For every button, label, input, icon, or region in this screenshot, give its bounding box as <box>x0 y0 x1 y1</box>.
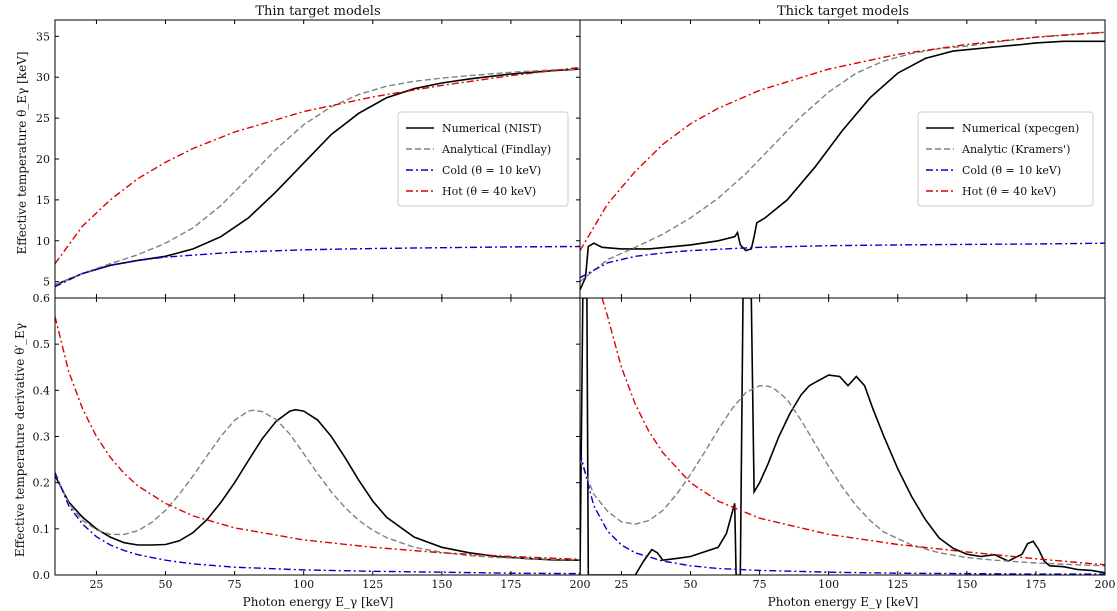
x-tick-label: 125 <box>362 578 383 591</box>
x-tick-label: 200 <box>570 578 591 591</box>
panel-thin-derivative: 25 50 75 100 125 150 175 200 0.0 0.1 0.2 0.3 0.4 0.5 0… <box>33 292 591 591</box>
series-cold-10-kev <box>580 452 1105 575</box>
ylabel-derivative: Effective temperature derivative θ′_Eγ <box>13 323 27 557</box>
legend-entry: Analytical (Findlay) <box>441 143 551 156</box>
y-tick-label: 0.2 <box>33 477 51 490</box>
x-tick-label: 50 <box>159 578 173 591</box>
legend-entry: Numerical (NIST) <box>442 122 542 135</box>
x-tick-label: 100 <box>818 578 839 591</box>
legend-entry: Cold (θ = 10 keV) <box>962 164 1061 177</box>
legend-entry: Cold (θ = 10 keV) <box>442 164 541 177</box>
x-tick-label: 150 <box>956 578 977 591</box>
series-numerical-nist <box>55 68 580 286</box>
series-hot-40-kev <box>55 316 580 560</box>
x-tick-label: 100 <box>293 578 314 591</box>
x-tick-label: 200 <box>1095 578 1116 591</box>
panel-thick-derivative: 25 50 75 100 125 150 175 200 <box>579 297 1116 591</box>
series-numerical-xpecgen <box>580 298 1105 575</box>
axes-frame <box>54 297 581 576</box>
legend-box <box>917 111 1094 207</box>
axes-frame <box>579 297 1106 576</box>
legend-entry: Numerical (xpecgen) <box>962 122 1079 135</box>
legend-entry: Hot (θ = 40 keV) <box>962 185 1056 198</box>
series-cold-10-kev <box>55 472 580 575</box>
y-tick-label: 20 <box>36 153 50 166</box>
y-tick-label: 0.1 <box>33 523 51 536</box>
ylabel-temperature: Effective temperature θ_Eγ [keV] <box>15 51 29 254</box>
y-tick-label: 35 <box>36 30 50 43</box>
series-cold-10-kev <box>580 242 1105 279</box>
series-numerical-nist <box>55 408 580 561</box>
title-thick: Thick target models <box>777 4 909 19</box>
y-tick-label: 0.3 <box>33 431 51 444</box>
series-analytic-kramers <box>580 31 1105 283</box>
legend-entry: Analytic (Kramers') <box>961 143 1070 156</box>
series-cold-10-kev <box>55 245 580 288</box>
series-numerical-xpecgen <box>580 40 1105 291</box>
legend-entry: Hot (θ = 40 keV) <box>442 185 536 198</box>
series-hot-40-kev <box>55 66 580 265</box>
x-tick-label: 50 <box>684 578 698 591</box>
legend-thick: Numerical (xpecgen) Analytic (Kramers') Co… <box>917 111 1094 207</box>
series-analytical-findlay <box>55 409 580 561</box>
legend-thin: Numerical (NIST) Analytical (Findlay) Cold… <box>397 111 569 207</box>
y-tick-label: 25 <box>36 112 50 125</box>
panel-thick-temperature <box>579 19 1106 299</box>
y-tick-label: 0.6 <box>33 292 51 305</box>
y-tick-label: 0.5 <box>33 338 51 351</box>
x-tick-label: 150 <box>431 578 452 591</box>
series-analytical-findlay <box>55 68 580 286</box>
legend-box <box>397 111 569 207</box>
x-tick-label: 75 <box>753 578 767 591</box>
x-tick-label: 25 <box>89 578 103 591</box>
y-tick-label: 0.4 <box>33 384 51 397</box>
xlabel-thin: Photon energy E_γ [keV] <box>243 595 394 609</box>
series-analytic-kramers <box>580 384 1105 567</box>
x-tick-label: 75 <box>228 578 242 591</box>
y-tick-label: 15 <box>36 194 50 207</box>
x-tick-label: 175 <box>500 578 521 591</box>
xlabel-thick: Photon energy E_γ [keV] <box>768 595 919 609</box>
y-tick-label: 10 <box>36 235 50 248</box>
title-thin: Thin target models <box>255 4 380 19</box>
series-hot-40-kev <box>580 31 1105 251</box>
x-tick-label: 125 <box>887 578 908 591</box>
y-tick-label: 30 <box>36 71 50 84</box>
y-tick-label: 0.0 <box>33 569 51 582</box>
y-tick-label: 5 <box>43 276 50 289</box>
x-tick-label: 25 <box>614 578 628 591</box>
series-hot-40-kev <box>601 298 1105 566</box>
x-tick-label: 175 <box>1025 578 1046 591</box>
